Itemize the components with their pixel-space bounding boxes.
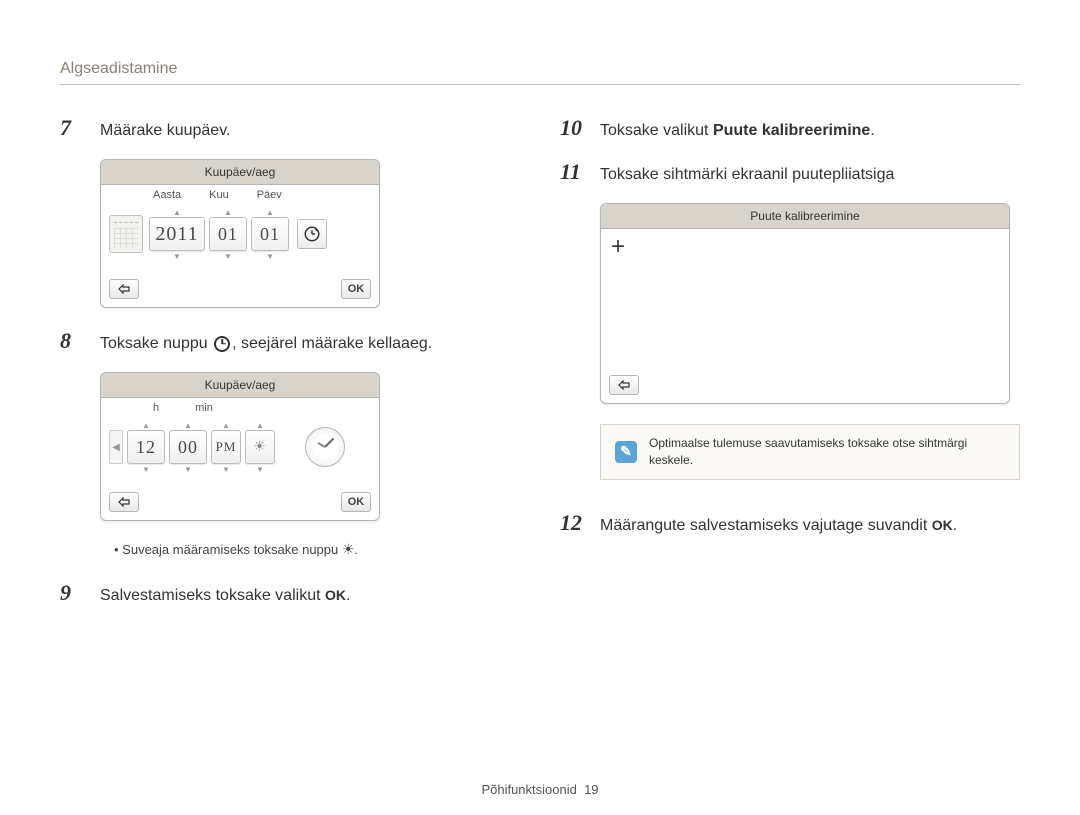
dst-toggle[interactable]: ☀ [245,430,275,464]
date-screen: Kuupäev/aeg Aasta Kuu Päev ▲ 2011 ▼ ▲ 0 [100,159,380,308]
down-arrow-icon[interactable]: ▼ [169,464,207,474]
month-spinner[interactable]: 01 [209,217,247,251]
label-hour: h [153,402,159,414]
up-arrow-icon[interactable]: ▲ [127,420,165,430]
clock-mode-button[interactable] [297,219,327,249]
label-min: min [195,402,213,414]
up-arrow-icon[interactable]: ▲ [169,420,207,430]
step-number: 11 [560,159,588,185]
step-number: 9 [60,580,88,606]
prev-button[interactable]: ◀ [109,430,123,464]
label-month: Kuu [209,189,229,201]
calibration-screen: Puute kalibreerimine + [600,203,1010,404]
minute-spinner[interactable]: 00 [169,430,207,464]
screen-title: Puute kalibreerimine [601,204,1009,229]
step-text: Salvestamiseks toksake valikut OK. [100,580,350,608]
info-note: ✎ Optimaalse tulemuse saavutamiseks toks… [600,424,1020,480]
up-arrow-icon[interactable]: ▲ [245,420,275,430]
step-7: 7 Määrake kuupäev. [60,115,500,143]
step-12: 12 Määrangute salvestamiseks vajutage su… [560,510,1020,538]
step-number: 12 [560,510,588,536]
up-arrow-icon[interactable]: ▲ [149,207,205,217]
time-screen: Kuupäev/aeg h min ◀ ▲ 12 ▼ ▲ 00 ▼ [100,372,380,521]
up-arrow-icon[interactable]: ▲ [211,420,241,430]
up-arrow-icon[interactable]: ▲ [209,207,247,217]
day-spinner[interactable]: 01 [251,217,289,251]
calendar-icon [109,215,143,253]
down-arrow-icon[interactable]: ▼ [127,464,165,474]
step-number: 10 [560,115,588,141]
screen-title: Kuupäev/aeg [101,160,379,185]
info-icon: ✎ [615,441,637,463]
step-text: Toksake nuppu , seejärel määrake kellaae… [100,328,432,356]
back-button[interactable] [109,279,139,299]
up-arrow-icon[interactable]: ▲ [251,207,289,217]
calibration-target-icon[interactable]: + [611,235,625,259]
ok-button[interactable]: OK [341,279,371,299]
info-text: Optimaalse tulemuse saavutamiseks toksak… [649,435,1005,469]
label-day: Päev [257,189,282,201]
back-icon [117,497,131,507]
clock-icon [303,225,321,243]
back-button[interactable] [609,375,639,395]
screen-title: Kuupäev/aeg [101,373,379,398]
down-arrow-icon[interactable]: ▼ [245,464,275,474]
step-number: 7 [60,115,88,141]
step-8: 8 Toksake nuppu , seejärel määrake kella… [60,328,500,356]
step-11: 11 Toksake sihtmärki ekraanil puutepliia… [560,159,1020,187]
step-9: 9 Salvestamiseks toksake valikut OK. [60,580,500,608]
year-spinner[interactable]: 2011 [149,217,205,251]
step-text: Määrangute salvestamiseks vajutage suvan… [600,510,957,538]
bullet-note: • Suveaja määramiseks toksake nuppu ☀. [114,541,500,558]
down-arrow-icon[interactable]: ▼ [209,251,247,261]
step-10: 10 Toksake valikut Puute kalibreerimine. [560,115,1020,143]
down-arrow-icon[interactable]: ▼ [211,464,241,474]
step-text: Toksake sihtmärki ekraanil puutepliiatsi… [600,159,894,187]
ok-button[interactable]: OK [341,492,371,512]
step-text: Määrake kuupäev. [100,115,230,143]
back-icon [617,380,631,390]
clock-icon [214,336,230,352]
step-text: Toksake valikut Puute kalibreerimine. [600,115,875,143]
down-arrow-icon[interactable]: ▼ [251,251,289,261]
sun-icon: ☀ [342,541,355,557]
hour-spinner[interactable]: 12 [127,430,165,464]
page-footer: Põhifunktsioonid 19 [0,782,1080,797]
analog-clock-icon [305,427,345,467]
ok-glyph: OK [325,587,346,603]
down-arrow-icon[interactable]: ▼ [149,251,205,261]
section-title: Algseadistamine [60,60,1020,85]
back-button[interactable] [109,492,139,512]
ampm-spinner[interactable]: PM [211,430,241,464]
label-year: Aasta [153,189,181,201]
step-number: 8 [60,328,88,354]
ok-glyph: OK [932,517,953,533]
back-icon [117,284,131,294]
